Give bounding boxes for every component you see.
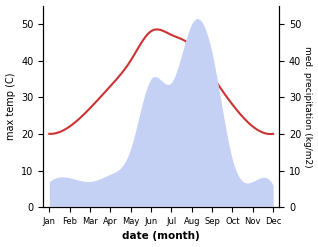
Y-axis label: med. precipitation (kg/m2): med. precipitation (kg/m2) (303, 45, 313, 167)
X-axis label: date (month): date (month) (122, 231, 200, 242)
Y-axis label: max temp (C): max temp (C) (5, 73, 16, 140)
